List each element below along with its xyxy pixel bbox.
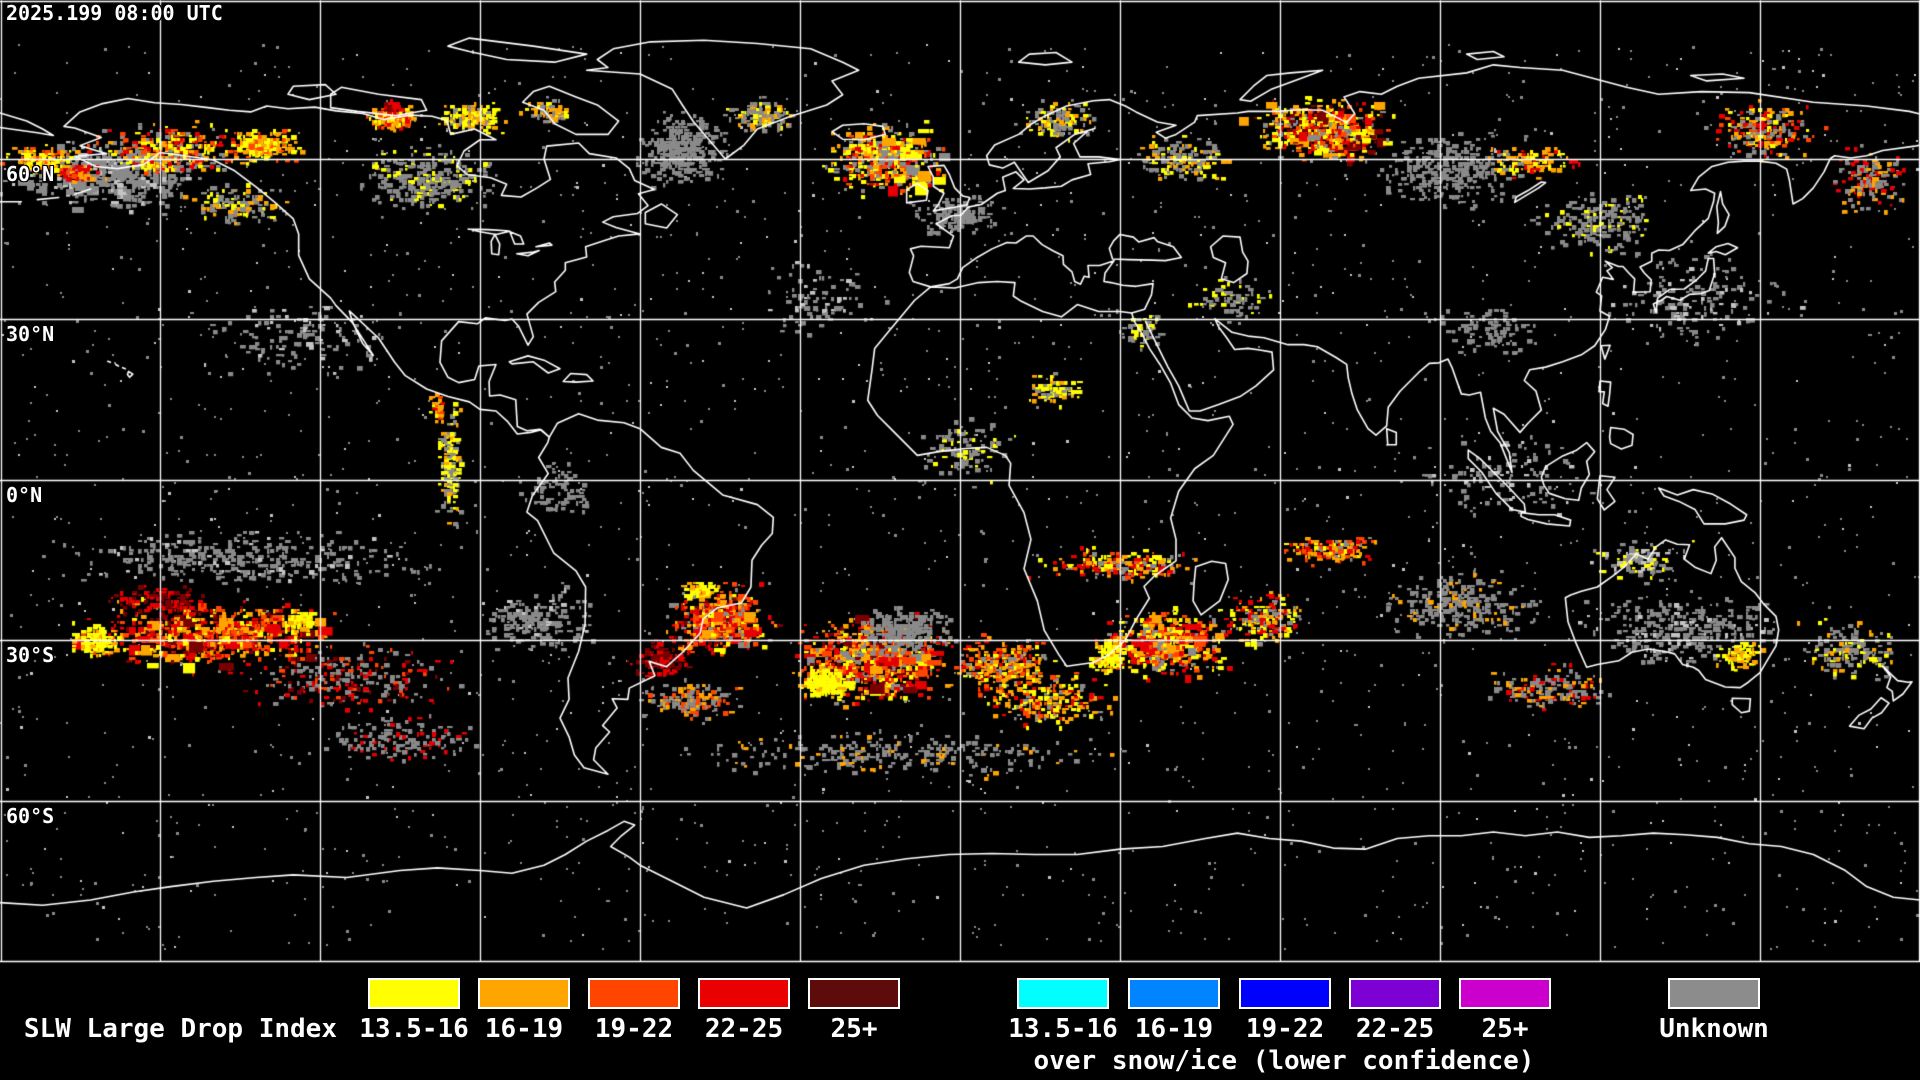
legend-label-snowice-13-5-16: 13.5-16 — [1008, 1014, 1118, 1044]
legend-swatch-standard-25plus — [808, 978, 900, 1009]
legend-swatch-snowice-16-19 — [1128, 978, 1220, 1009]
legend-swatch-standard-22-25 — [698, 978, 790, 1009]
legend-caption-snow-ice: over snow/ice (lower confidence) — [1033, 1046, 1535, 1076]
legend-swatch-unknown — [1668, 978, 1760, 1009]
legend-label-snowice-22-25: 22-25 — [1355, 1014, 1435, 1044]
legend-label-snowice-19-22: 19-22 — [1245, 1014, 1325, 1044]
legend-label-standard-19-22: 19-22 — [594, 1014, 674, 1044]
timestamp-label: 2025.199 08:00 UTC — [6, 1, 223, 25]
lat-label-60s: 60°S — [6, 804, 55, 828]
lat-label-0n: 0°N — [6, 483, 43, 507]
legend-swatch-snowice-19-22 — [1239, 978, 1331, 1009]
legend-label-standard-16-19: 16-19 — [484, 1014, 564, 1044]
legend-swatch-standard-13-5-16 — [368, 978, 460, 1009]
legend-label-standard-25plus: 25+ — [830, 1014, 878, 1044]
lat-label-30n: 30°N — [6, 322, 55, 346]
legend-title: SLW Large Drop Index — [23, 1014, 337, 1044]
legend-label-snowice-25plus: 25+ — [1481, 1014, 1529, 1044]
legend-swatch-snowice-13-5-16 — [1017, 978, 1109, 1009]
lat-label-60n: 60°N — [6, 162, 55, 186]
lat-label-30s: 30°S — [6, 643, 55, 667]
legend-swatch-standard-16-19 — [478, 978, 570, 1009]
legend-swatch-snowice-25plus — [1459, 978, 1551, 1009]
legend-swatch-snowice-22-25 — [1349, 978, 1441, 1009]
legend-label-standard-13-5-16: 13.5-16 — [359, 1014, 469, 1044]
legend-label-snowice-16-19: 16-19 — [1134, 1014, 1214, 1044]
legend-label-unknown: Unknown — [1659, 1014, 1769, 1044]
legend-label-standard-22-25: 22-25 — [704, 1014, 784, 1044]
legend-swatch-standard-19-22 — [588, 978, 680, 1009]
